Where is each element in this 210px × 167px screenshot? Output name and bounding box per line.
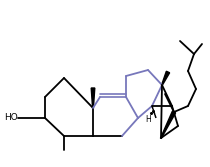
Polygon shape [162,71,170,85]
Polygon shape [91,88,95,108]
Text: H: H [145,115,151,124]
Polygon shape [161,111,176,138]
Text: HO: HO [4,114,18,123]
